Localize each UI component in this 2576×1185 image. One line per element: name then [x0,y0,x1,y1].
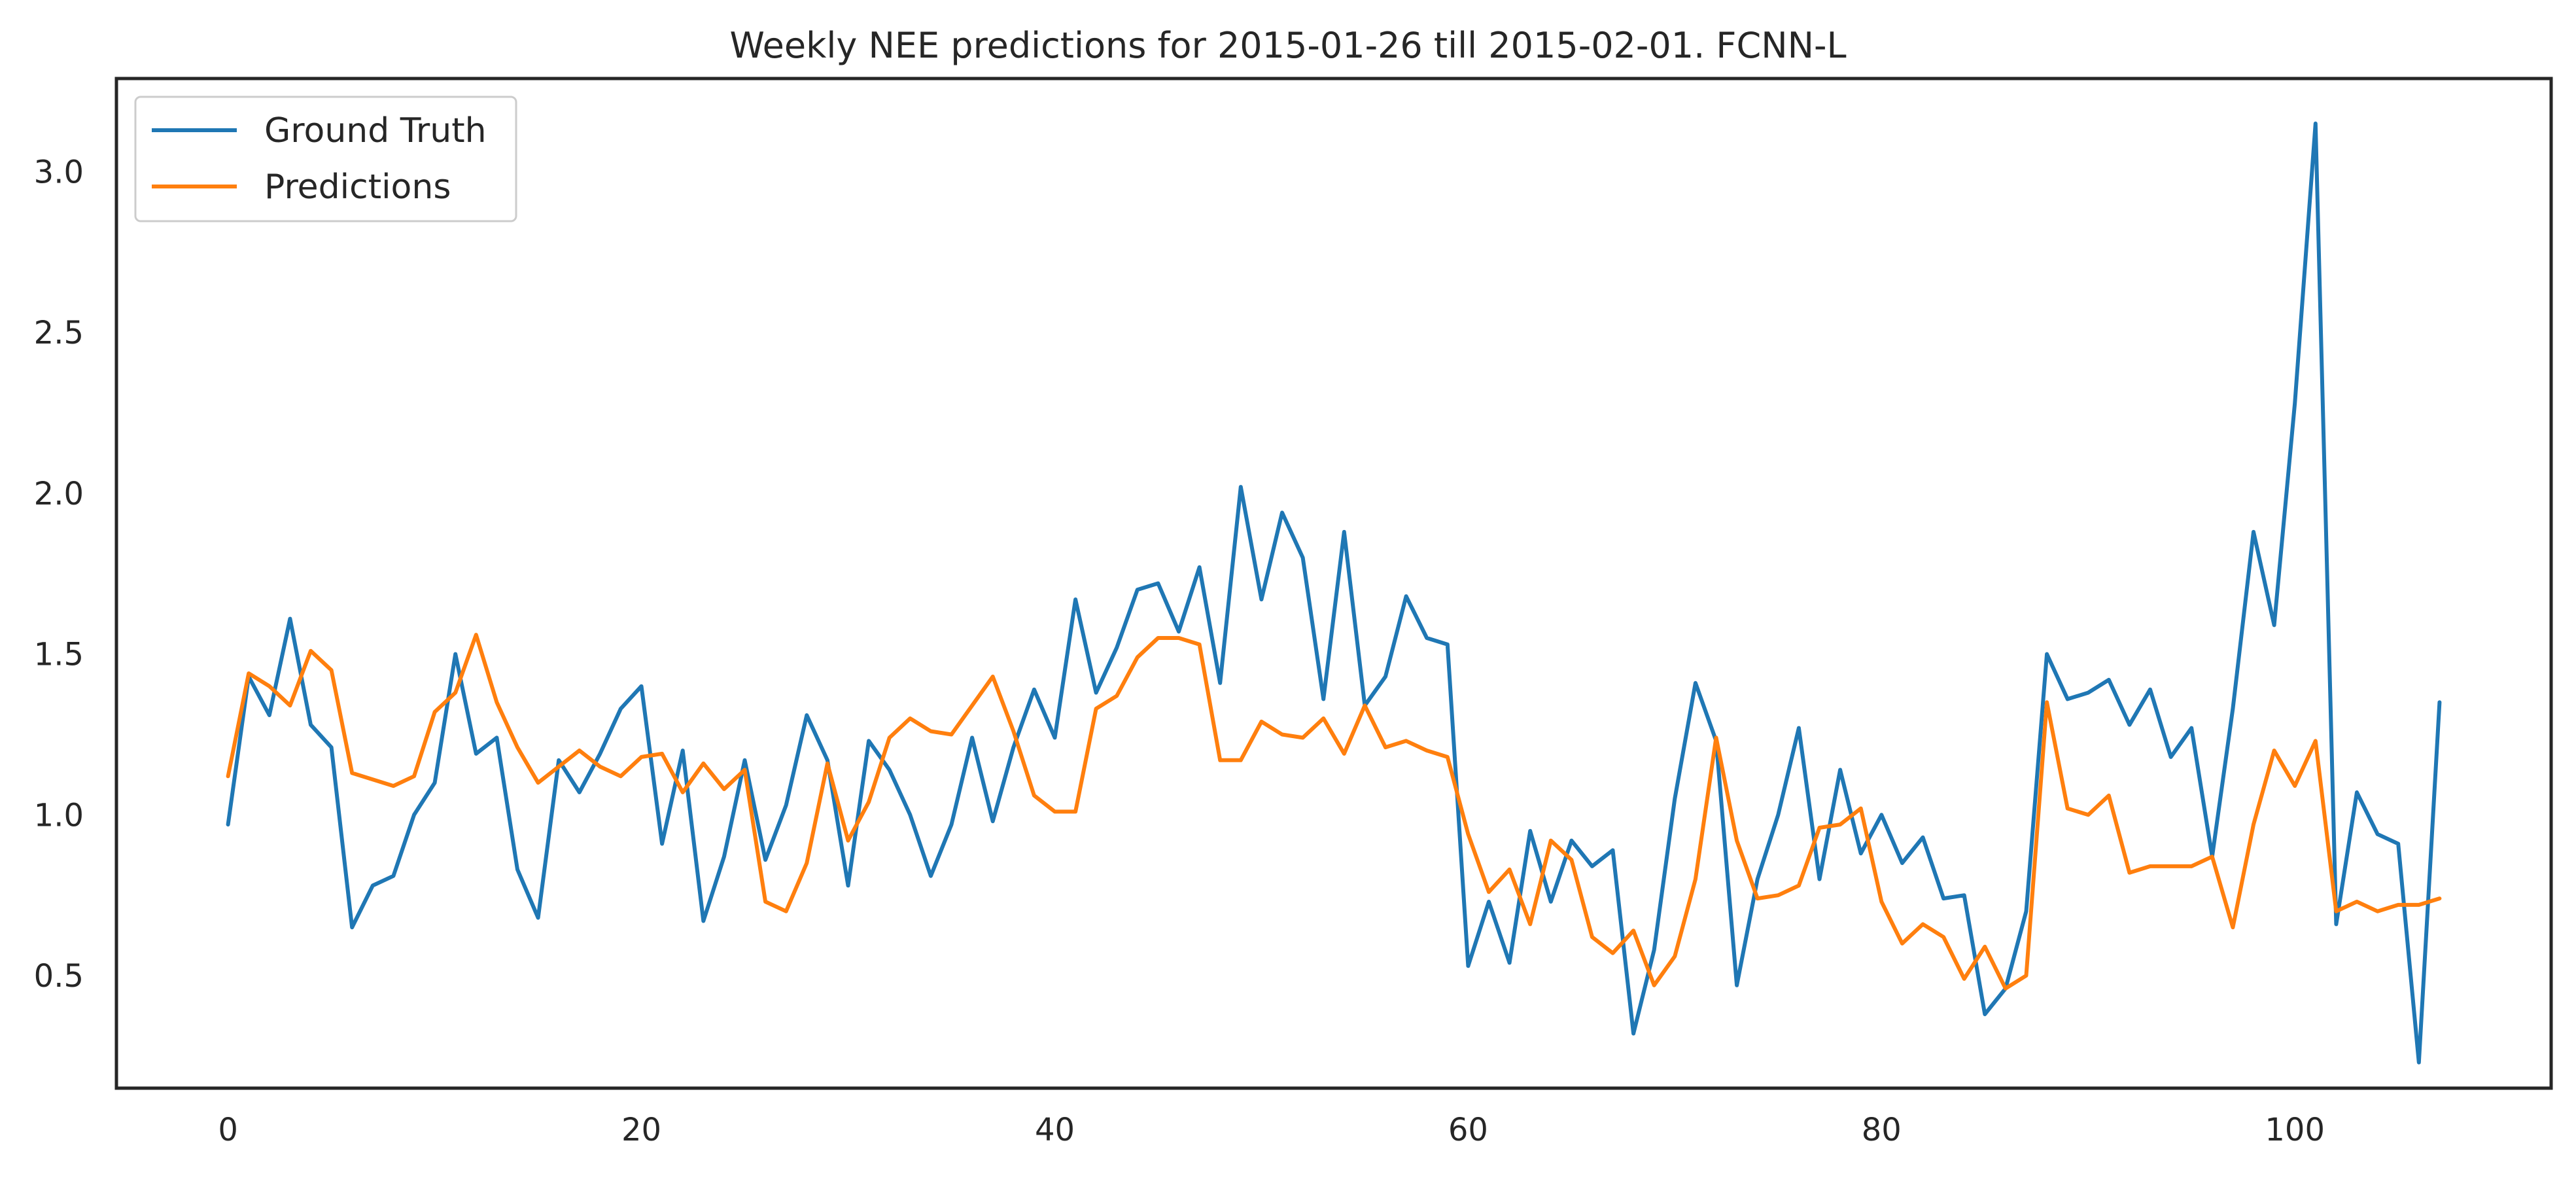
legend-label-ground-truth: Ground Truth [264,111,487,150]
plot-area-frame [114,77,2553,1090]
y-axis-ticks: 0.5 1.0 1.5 2.0 2.5 3.0 [34,154,84,995]
chart-title: Weekly NEE predictions for 2015-01-26 ti… [729,25,1846,66]
y-tick-label: 1.5 [34,637,84,673]
y-tick-label: 2.0 [34,476,84,512]
series-line-ground-truth [226,121,2442,1065]
x-tick-label: 60 [1448,1112,1488,1148]
x-tick-label: 20 [621,1112,661,1148]
y-tick-label: 1.0 [34,797,84,834]
legend: Ground Truth Predictions [134,96,517,222]
legend-label-predictions: Predictions [264,168,451,207]
x-tick-label: 100 [2265,1112,2325,1148]
series-line-predictions [226,633,2442,991]
x-tick-label: 0 [218,1112,238,1148]
x-axis-ticks: 0 20 40 60 80 100 [218,1112,2325,1148]
y-tick-label: 3.0 [34,154,84,191]
series-layer [226,121,2442,1065]
x-tick-label: 40 [1035,1112,1075,1148]
legend-box [134,96,517,222]
x-tick-label: 80 [1862,1112,1902,1148]
y-tick-label: 0.5 [34,958,84,995]
y-tick-label: 2.5 [34,315,84,351]
